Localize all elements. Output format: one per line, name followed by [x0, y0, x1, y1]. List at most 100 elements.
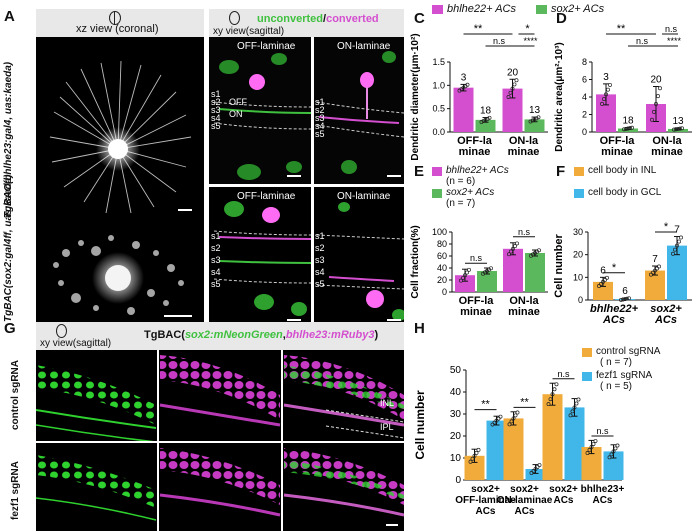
category-label: minae: [508, 306, 540, 318]
bar: [581, 447, 602, 480]
bar: [525, 253, 545, 292]
sig-label: *: [664, 221, 669, 233]
category-label: ACs: [553, 495, 573, 506]
stratum-s2-b: s2: [211, 243, 221, 253]
eye-icon: [56, 324, 67, 338]
n-label: 13: [672, 116, 684, 127]
category-label: minae: [508, 146, 540, 158]
view-label: xz view (coronal): [76, 23, 159, 35]
bar: [453, 87, 474, 132]
y-axis-label: Cell number: [553, 234, 565, 298]
micrograph-sox2: [36, 223, 204, 327]
data-point: [600, 101, 604, 106]
data-point: [552, 387, 557, 392]
data-point: [593, 439, 598, 444]
sig-label: **: [520, 396, 529, 408]
category-label: minae: [651, 146, 683, 158]
legend-h-n7: ( n = 7): [600, 357, 632, 368]
category-label: ACs: [514, 506, 534, 517]
y-tick-label: 50: [450, 365, 462, 376]
data-point: [613, 446, 618, 451]
y-tick-label: 0: [578, 295, 583, 305]
data-point: [470, 456, 475, 461]
data-point: [511, 246, 515, 251]
legend-bhlhe22: bhlhe22+ ACs: [447, 3, 517, 15]
data-point: [463, 273, 467, 278]
data-point: [607, 455, 612, 460]
micrograph-b-top: OFF-laminae ON-laminae s1 s2 s3 s4 s5 OF…: [209, 37, 404, 184]
legend-swatch-bhlhe22: [432, 5, 443, 14]
data-point: [652, 109, 656, 114]
y-tick-label: 0: [442, 287, 447, 297]
view-label: xy view(sagittal): [213, 26, 285, 37]
data-point: [608, 82, 612, 87]
sig-label: **: [474, 23, 483, 35]
data-point: [498, 414, 503, 419]
data-point: [507, 422, 512, 427]
data-point: [609, 452, 614, 457]
micrograph-g: INL IPL: [36, 350, 404, 531]
row-label-fezf1: fezf1 sgRNA: [10, 461, 21, 520]
stratum-s5-b: s5: [211, 279, 221, 289]
column-on: ON-laminae: [337, 41, 391, 52]
stratum-s4: s4: [211, 113, 221, 123]
y-tick-label: 8: [582, 57, 587, 67]
data-point: [459, 278, 463, 283]
data-point: [479, 120, 484, 124]
n-label: 6: [600, 265, 606, 276]
data-point: [496, 416, 501, 421]
data-point: [626, 126, 630, 131]
data-point: [651, 270, 655, 275]
panel-letter-g: G: [4, 320, 16, 337]
data-point: [548, 397, 553, 402]
category-label: sox2+: [650, 303, 682, 315]
category-label: OFF-la: [459, 295, 495, 307]
title-bhlhe23: bhlhe23:mRuby3: [285, 329, 375, 341]
y-tick-label: 20: [450, 431, 462, 442]
data-point: [492, 420, 497, 425]
y-tick-label: 0.5: [432, 104, 445, 114]
row-label-sox2: TgBAC(sox2:gal4ff, uas:kaeda): [3, 174, 14, 322]
y-tick-label: 20: [437, 275, 447, 285]
sig-label: n.s: [518, 227, 531, 237]
stratum-s1-on: s1: [315, 97, 325, 107]
data-point: [537, 248, 541, 253]
y-tick-label: 4: [582, 92, 587, 102]
data-point: [656, 94, 660, 99]
n-label: 18: [480, 106, 492, 117]
bar: [502, 88, 523, 132]
category-label: sox2+: [510, 484, 539, 495]
data-point: [587, 448, 592, 452]
data-point: [675, 243, 679, 248]
y-tick-label: 20: [573, 250, 583, 260]
data-point: [465, 82, 470, 87]
data-point: [530, 118, 535, 123]
panel-g-header: xy view(sagittal) TgBAC(sox2:mNeonGreen,…: [36, 322, 404, 350]
label-off: OFF: [229, 97, 247, 107]
category-label: ON-la: [509, 295, 539, 307]
data-point: [515, 241, 519, 246]
column-off: OFF-laminae: [237, 41, 296, 52]
category-label: ACs: [592, 495, 612, 506]
data-point: [535, 465, 540, 469]
data-point: [550, 392, 555, 397]
data-point: [604, 92, 608, 97]
sig-label: n.s: [557, 369, 570, 379]
data-point: [508, 90, 513, 95]
data-point: [531, 469, 536, 473]
column-on-2: ON-laminae: [337, 191, 391, 202]
sig-label: n.s: [493, 36, 506, 46]
sig-label: n.s: [636, 36, 649, 46]
data-point: [679, 235, 683, 240]
data-point: [676, 126, 680, 131]
stratum-s5: s5: [211, 121, 221, 131]
sig-label: *: [612, 262, 617, 274]
data-point: [510, 86, 515, 91]
y-tick-label: 10: [573, 272, 583, 282]
n-label: 7: [652, 254, 658, 265]
n-label: 6: [622, 286, 628, 297]
n-label: 3: [461, 72, 467, 83]
label-ipl: IPL: [380, 422, 394, 432]
